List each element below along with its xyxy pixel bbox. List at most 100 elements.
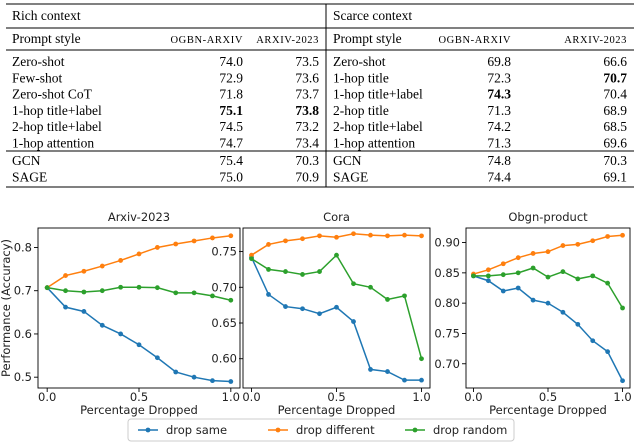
point xyxy=(44,285,50,291)
table-cell: 71.8 xyxy=(219,87,243,102)
legend-label: drop different xyxy=(296,423,375,437)
x-tick-label: 1.0 xyxy=(222,390,240,404)
point xyxy=(266,292,271,297)
point xyxy=(515,285,521,291)
column-header: Prompt style xyxy=(12,31,81,46)
point xyxy=(620,232,625,238)
column-header: OGBN-ARXIV xyxy=(171,35,244,46)
point xyxy=(402,377,407,383)
table-cell: 70.3 xyxy=(295,153,319,168)
point xyxy=(173,241,179,247)
y-tick-label: 0.80 xyxy=(434,296,460,310)
table-cell: SAGE xyxy=(12,169,47,184)
y-tick-label: 0.8 xyxy=(14,240,32,254)
point xyxy=(485,278,491,284)
point xyxy=(266,242,271,247)
x-tick-label: 0.0 xyxy=(464,390,482,404)
table-cell: 74.0 xyxy=(219,54,243,69)
x-axis-label: Percentage Dropped xyxy=(489,403,607,417)
point xyxy=(118,331,124,337)
point xyxy=(173,369,179,375)
point xyxy=(351,281,356,287)
point xyxy=(228,297,234,303)
table-cell: 1-hop title xyxy=(333,70,389,85)
y-tick-label: 0.75 xyxy=(434,326,460,340)
point xyxy=(515,255,521,261)
series-line xyxy=(46,235,231,289)
table-cell: 73.4 xyxy=(295,136,319,151)
point xyxy=(419,356,424,362)
table-cell: 69.1 xyxy=(603,169,627,184)
point xyxy=(471,273,476,279)
point xyxy=(560,309,566,315)
table-cell: GCN xyxy=(333,153,362,168)
point xyxy=(300,236,305,242)
point xyxy=(545,249,551,255)
series-line xyxy=(250,256,422,381)
point xyxy=(173,290,179,296)
series-line xyxy=(473,234,623,275)
point xyxy=(266,267,271,272)
point xyxy=(283,238,288,244)
table-cell: 72.3 xyxy=(487,70,511,85)
table-cell: 74.4 xyxy=(487,169,511,184)
point xyxy=(154,285,160,291)
point xyxy=(530,251,536,256)
chart-title: Arxiv-2023 xyxy=(108,210,170,224)
table-cell: 75.0 xyxy=(219,169,243,184)
table-cell: 2-hop title xyxy=(333,103,389,118)
y-tick-label: 0.90 xyxy=(434,236,460,250)
table-cell: 68.5 xyxy=(603,119,627,134)
point xyxy=(249,252,254,258)
point xyxy=(118,284,124,290)
point xyxy=(154,245,160,250)
legend-marker xyxy=(275,427,281,433)
point xyxy=(136,284,142,290)
table-cell: 70.9 xyxy=(295,169,319,184)
table-cell: 73.8 xyxy=(295,103,319,118)
group-header: Scarce context xyxy=(333,8,412,23)
point xyxy=(191,374,197,380)
table-cell: 74.3 xyxy=(487,87,511,102)
y-tick-label: 0.70 xyxy=(434,357,460,371)
x-tick-label: 0.0 xyxy=(242,390,260,404)
x-tick-label: 1.0 xyxy=(613,390,631,404)
point xyxy=(530,297,536,303)
table-cell: 69.6 xyxy=(603,136,627,151)
point xyxy=(575,276,581,282)
point xyxy=(81,309,87,314)
point xyxy=(351,231,356,237)
point xyxy=(99,322,105,328)
point xyxy=(334,252,339,258)
point xyxy=(530,265,536,271)
chart-title: Cora xyxy=(323,210,350,224)
point xyxy=(500,261,506,267)
y-tick-label: 0.5 xyxy=(14,370,32,384)
column-header: OGBN-ARXIV xyxy=(439,35,512,46)
point xyxy=(317,269,322,274)
point xyxy=(605,349,611,355)
y-tick-label: 0.65 xyxy=(211,316,237,330)
y-tick-label: 0.75 xyxy=(211,245,237,259)
point xyxy=(385,233,390,239)
point xyxy=(560,243,566,248)
point xyxy=(402,293,407,299)
point xyxy=(590,238,596,244)
table-cell: 1-hop title+label xyxy=(12,103,102,118)
table-cell: 1-hop attention xyxy=(12,136,94,151)
table-cell: 73.5 xyxy=(295,54,319,69)
point xyxy=(515,270,521,276)
table-cell: 70.3 xyxy=(603,153,627,168)
column-header: ARXIV-2023 xyxy=(564,35,627,46)
point xyxy=(317,311,322,317)
x-axis-label: Percentage Dropped xyxy=(278,403,396,417)
point xyxy=(63,288,68,294)
y-tick-label: 0.85 xyxy=(434,266,460,280)
series-line xyxy=(473,275,624,382)
point xyxy=(419,377,424,383)
table-cell: 73.6 xyxy=(295,70,319,85)
point xyxy=(590,273,596,279)
point xyxy=(81,289,87,295)
table-cell: SAGE xyxy=(333,169,368,184)
table-cell: 69.8 xyxy=(487,54,511,69)
